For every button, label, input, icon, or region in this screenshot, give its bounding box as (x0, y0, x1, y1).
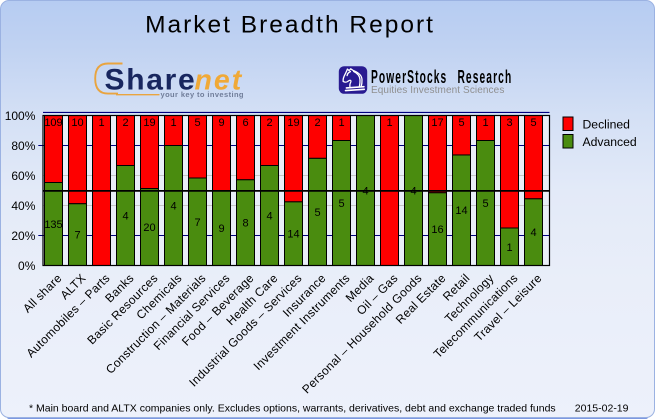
svg-text:10: 10 (71, 117, 83, 129)
svg-text:4: 4 (530, 227, 536, 239)
svg-text:9: 9 (218, 223, 224, 235)
svg-text:5: 5 (194, 117, 200, 129)
svg-text:Declined: Declined (583, 117, 630, 131)
svg-text:6: 6 (242, 117, 248, 129)
svg-text:14: 14 (287, 229, 299, 241)
svg-text:19: 19 (143, 117, 155, 129)
svg-text:5: 5 (458, 117, 464, 129)
svg-text:4: 4 (266, 211, 272, 223)
svg-text:5: 5 (530, 117, 536, 129)
svg-text:2: 2 (314, 117, 320, 129)
svg-text:Equities Investment Sciences: Equities Investment Sciences (371, 85, 504, 96)
svg-text:135: 135 (44, 219, 62, 231)
svg-text:60%: 60% (11, 169, 35, 183)
svg-text:5: 5 (338, 198, 344, 210)
svg-text:PowerStocks Research: PowerStocks Research (371, 67, 512, 88)
svg-text:3: 3 (506, 117, 512, 129)
svg-text:40%: 40% (11, 199, 35, 213)
svg-text:14: 14 (455, 205, 467, 217)
svg-text:7: 7 (194, 217, 200, 229)
svg-text:Market Breadth Report: Market Breadth Report (145, 11, 435, 38)
svg-text:5: 5 (482, 198, 488, 210)
svg-text:109: 109 (44, 117, 62, 129)
svg-text:9: 9 (218, 117, 224, 129)
svg-text:4: 4 (122, 211, 128, 223)
svg-text:16: 16 (431, 224, 443, 236)
svg-text:5: 5 (314, 207, 320, 219)
svg-text:8: 8 (242, 218, 248, 230)
svg-text:* Main board and ALTX companie: * Main board and ALTX companies only. Ex… (29, 403, 556, 415)
svg-text:0%: 0% (18, 259, 36, 273)
svg-text:1: 1 (386, 117, 392, 129)
svg-text:net: net (195, 65, 244, 97)
svg-text:2015-02-19: 2015-02-19 (575, 403, 629, 415)
svg-text:1: 1 (338, 117, 344, 129)
svg-text:2: 2 (122, 117, 128, 129)
svg-text:4: 4 (170, 201, 176, 213)
svg-text:2: 2 (266, 117, 272, 129)
svg-text:100%: 100% (5, 109, 36, 123)
svg-text:1: 1 (506, 242, 512, 254)
svg-text:20%: 20% (11, 229, 35, 243)
svg-text:1: 1 (482, 117, 488, 129)
svg-text:1: 1 (98, 117, 104, 129)
svg-text:Advanced: Advanced (583, 135, 637, 149)
svg-text:1: 1 (170, 117, 176, 129)
svg-text:17: 17 (431, 117, 443, 129)
svg-text:20: 20 (143, 222, 155, 234)
svg-text:Share: Share (105, 64, 197, 97)
svg-text:your key to investing: your key to investing (161, 90, 244, 99)
svg-text:7: 7 (74, 230, 80, 242)
svg-text:19: 19 (287, 117, 299, 129)
svg-text:80%: 80% (11, 139, 35, 153)
